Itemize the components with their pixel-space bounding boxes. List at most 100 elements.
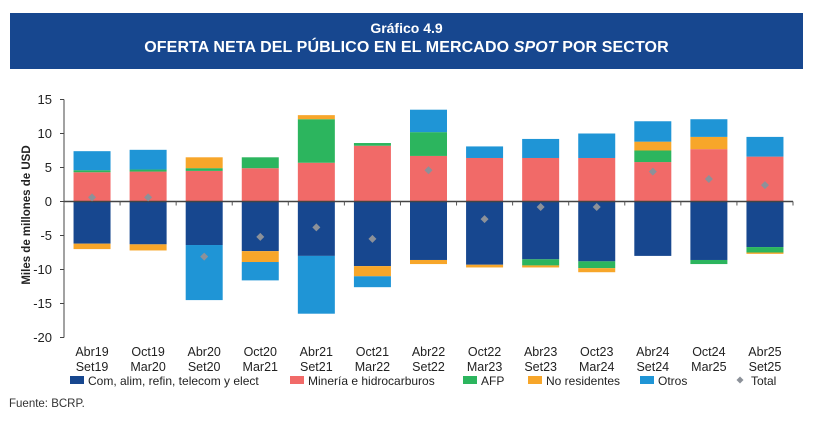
bar-segment-afp: [746, 247, 784, 253]
y-tick-label: -10: [33, 262, 52, 277]
x-tick-label: Abr22: [412, 345, 445, 359]
total-marker: [200, 252, 209, 261]
bar-segment-mineria: [297, 162, 335, 202]
x-tick-label: Mar23: [467, 360, 502, 374]
x-tick-label: Oct22: [468, 345, 501, 359]
total-marker: [368, 234, 377, 243]
x-tick-label: Oct20: [244, 345, 277, 359]
bar-segment-afp: [522, 259, 560, 266]
bar-segment-otros: [466, 146, 504, 158]
x-tick-label: Set19: [76, 360, 109, 374]
y-axis-label-group: Miles de millones de USD: [21, 145, 33, 284]
bar-segment-mineria: [185, 170, 223, 202]
bar-segment-noresidentes: [634, 141, 672, 151]
chart-title-part2: POR SECTOR: [557, 39, 669, 56]
x-tick-label: Mar25: [691, 360, 726, 374]
legend-label-mineria: Minería e hidrocarburos: [308, 374, 435, 388]
chart-title-italic: SPOT: [513, 39, 558, 56]
y-axis-label: Miles de millones de USD: [21, 145, 33, 284]
bar-segment-com: [185, 201, 223, 246]
x-tick-label: Set23: [524, 360, 557, 374]
bar-segment-afp: [410, 132, 447, 156]
bar-segment-afp: [73, 170, 111, 173]
bar-segment-afp: [297, 119, 335, 163]
bar-segment-com: [353, 201, 391, 267]
total-marker: [88, 193, 97, 202]
chart-title-part1: OFERTA NETA DEL PÚBLICO EN EL MERCADO: [144, 39, 514, 56]
bar-segment-afp: [129, 169, 167, 172]
source-note: Fuente: BCRP.: [9, 398, 85, 410]
legend-label-noresidentes: No residentes: [546, 374, 620, 388]
y-tick-label: -5: [40, 228, 52, 243]
x-tick-label: Abr23: [524, 345, 557, 359]
x-tick-label: Oct23: [580, 345, 613, 359]
legend-label-total: Total: [751, 374, 776, 388]
total-marker: [256, 232, 265, 241]
x-tick-label: Abr24: [636, 345, 669, 359]
bar-segment-noresidentes: [185, 157, 223, 169]
bar-segment-noresidentes: [410, 259, 447, 265]
x-tick-label: Abr25: [748, 345, 781, 359]
bar-segment-noresidentes: [241, 251, 279, 263]
x-tick-label: Mar24: [579, 360, 614, 374]
chart-title-band: Gráfico 4.9 OFERTA NETA DEL PÚBLICO EN E…: [10, 13, 803, 69]
bar-segment-com: [410, 201, 447, 260]
bar-segment-otros: [578, 133, 616, 158]
legend-swatch-mineria: [290, 376, 304, 384]
bar-segment-afp: [185, 168, 223, 171]
total-marker: [536, 202, 545, 211]
bar-segment-com: [466, 201, 504, 265]
x-tick-label: Mar20: [130, 360, 165, 374]
bar-segment-com: [241, 201, 279, 252]
x-tick-label: Abr21: [300, 345, 333, 359]
bar-segment-otros: [353, 276, 391, 288]
total-marker: [760, 181, 769, 190]
bar-segment-otros: [410, 109, 447, 133]
bar-segment-noresidentes: [466, 264, 504, 268]
bar-segment-otros: [241, 262, 279, 281]
x-tick-label: Oct19: [131, 345, 164, 359]
total-marker: [704, 175, 713, 184]
legend-swatch-com: [70, 376, 84, 384]
y-tick-label: 15: [38, 92, 52, 107]
bar-segment-noresidentes: [297, 115, 335, 120]
chart-title: OFERTA NETA DEL PÚBLICO EN EL MERCADO SP…: [10, 37, 803, 59]
total-marker: [592, 202, 601, 211]
bar-segment-afp: [578, 261, 616, 269]
x-tick-label: Set21: [300, 360, 333, 374]
bar-segment-mineria: [578, 157, 616, 202]
y-ticks-group: 15 10 5 0 -5 -10 -15 -20: [33, 92, 64, 345]
bar-segment-otros: [690, 119, 728, 137]
legend-label-otros: Otros: [658, 374, 687, 388]
bar-segment-noresidentes: [129, 244, 167, 251]
bar-segment-mineria: [353, 145, 391, 202]
total-marker: [648, 167, 657, 176]
x-tick-label: Set24: [636, 360, 669, 374]
axes-group: [63, 99, 794, 338]
bar-segment-afp: [690, 259, 728, 265]
bar-segment-com: [578, 201, 616, 262]
total-marker: [424, 166, 433, 175]
bar-segment-noresidentes: [73, 243, 111, 250]
bar-segment-com: [634, 201, 672, 256]
bar-segment-com: [690, 201, 728, 260]
total-marker: [312, 223, 321, 232]
bar-segment-com: [746, 201, 784, 248]
bar-segment-noresidentes: [353, 266, 391, 277]
bars-group: [73, 109, 784, 314]
bar-segment-mineria: [522, 157, 560, 202]
bar-segment-com: [522, 201, 560, 260]
bar-segment-mineria: [241, 168, 279, 202]
bar-segment-com: [129, 201, 167, 245]
bar-segment-noresidentes: [578, 268, 616, 273]
bar-segment-otros: [73, 151, 111, 171]
y-tick-label: 0: [45, 194, 52, 209]
bar-segment-afp: [353, 143, 391, 146]
legend-swatch-otros: [640, 376, 654, 384]
x-tick-label: Abr20: [188, 345, 221, 359]
bar-segment-com: [73, 201, 111, 244]
bar-segment-noresidentes: [690, 136, 728, 150]
y-tick-label: -20: [33, 330, 52, 345]
